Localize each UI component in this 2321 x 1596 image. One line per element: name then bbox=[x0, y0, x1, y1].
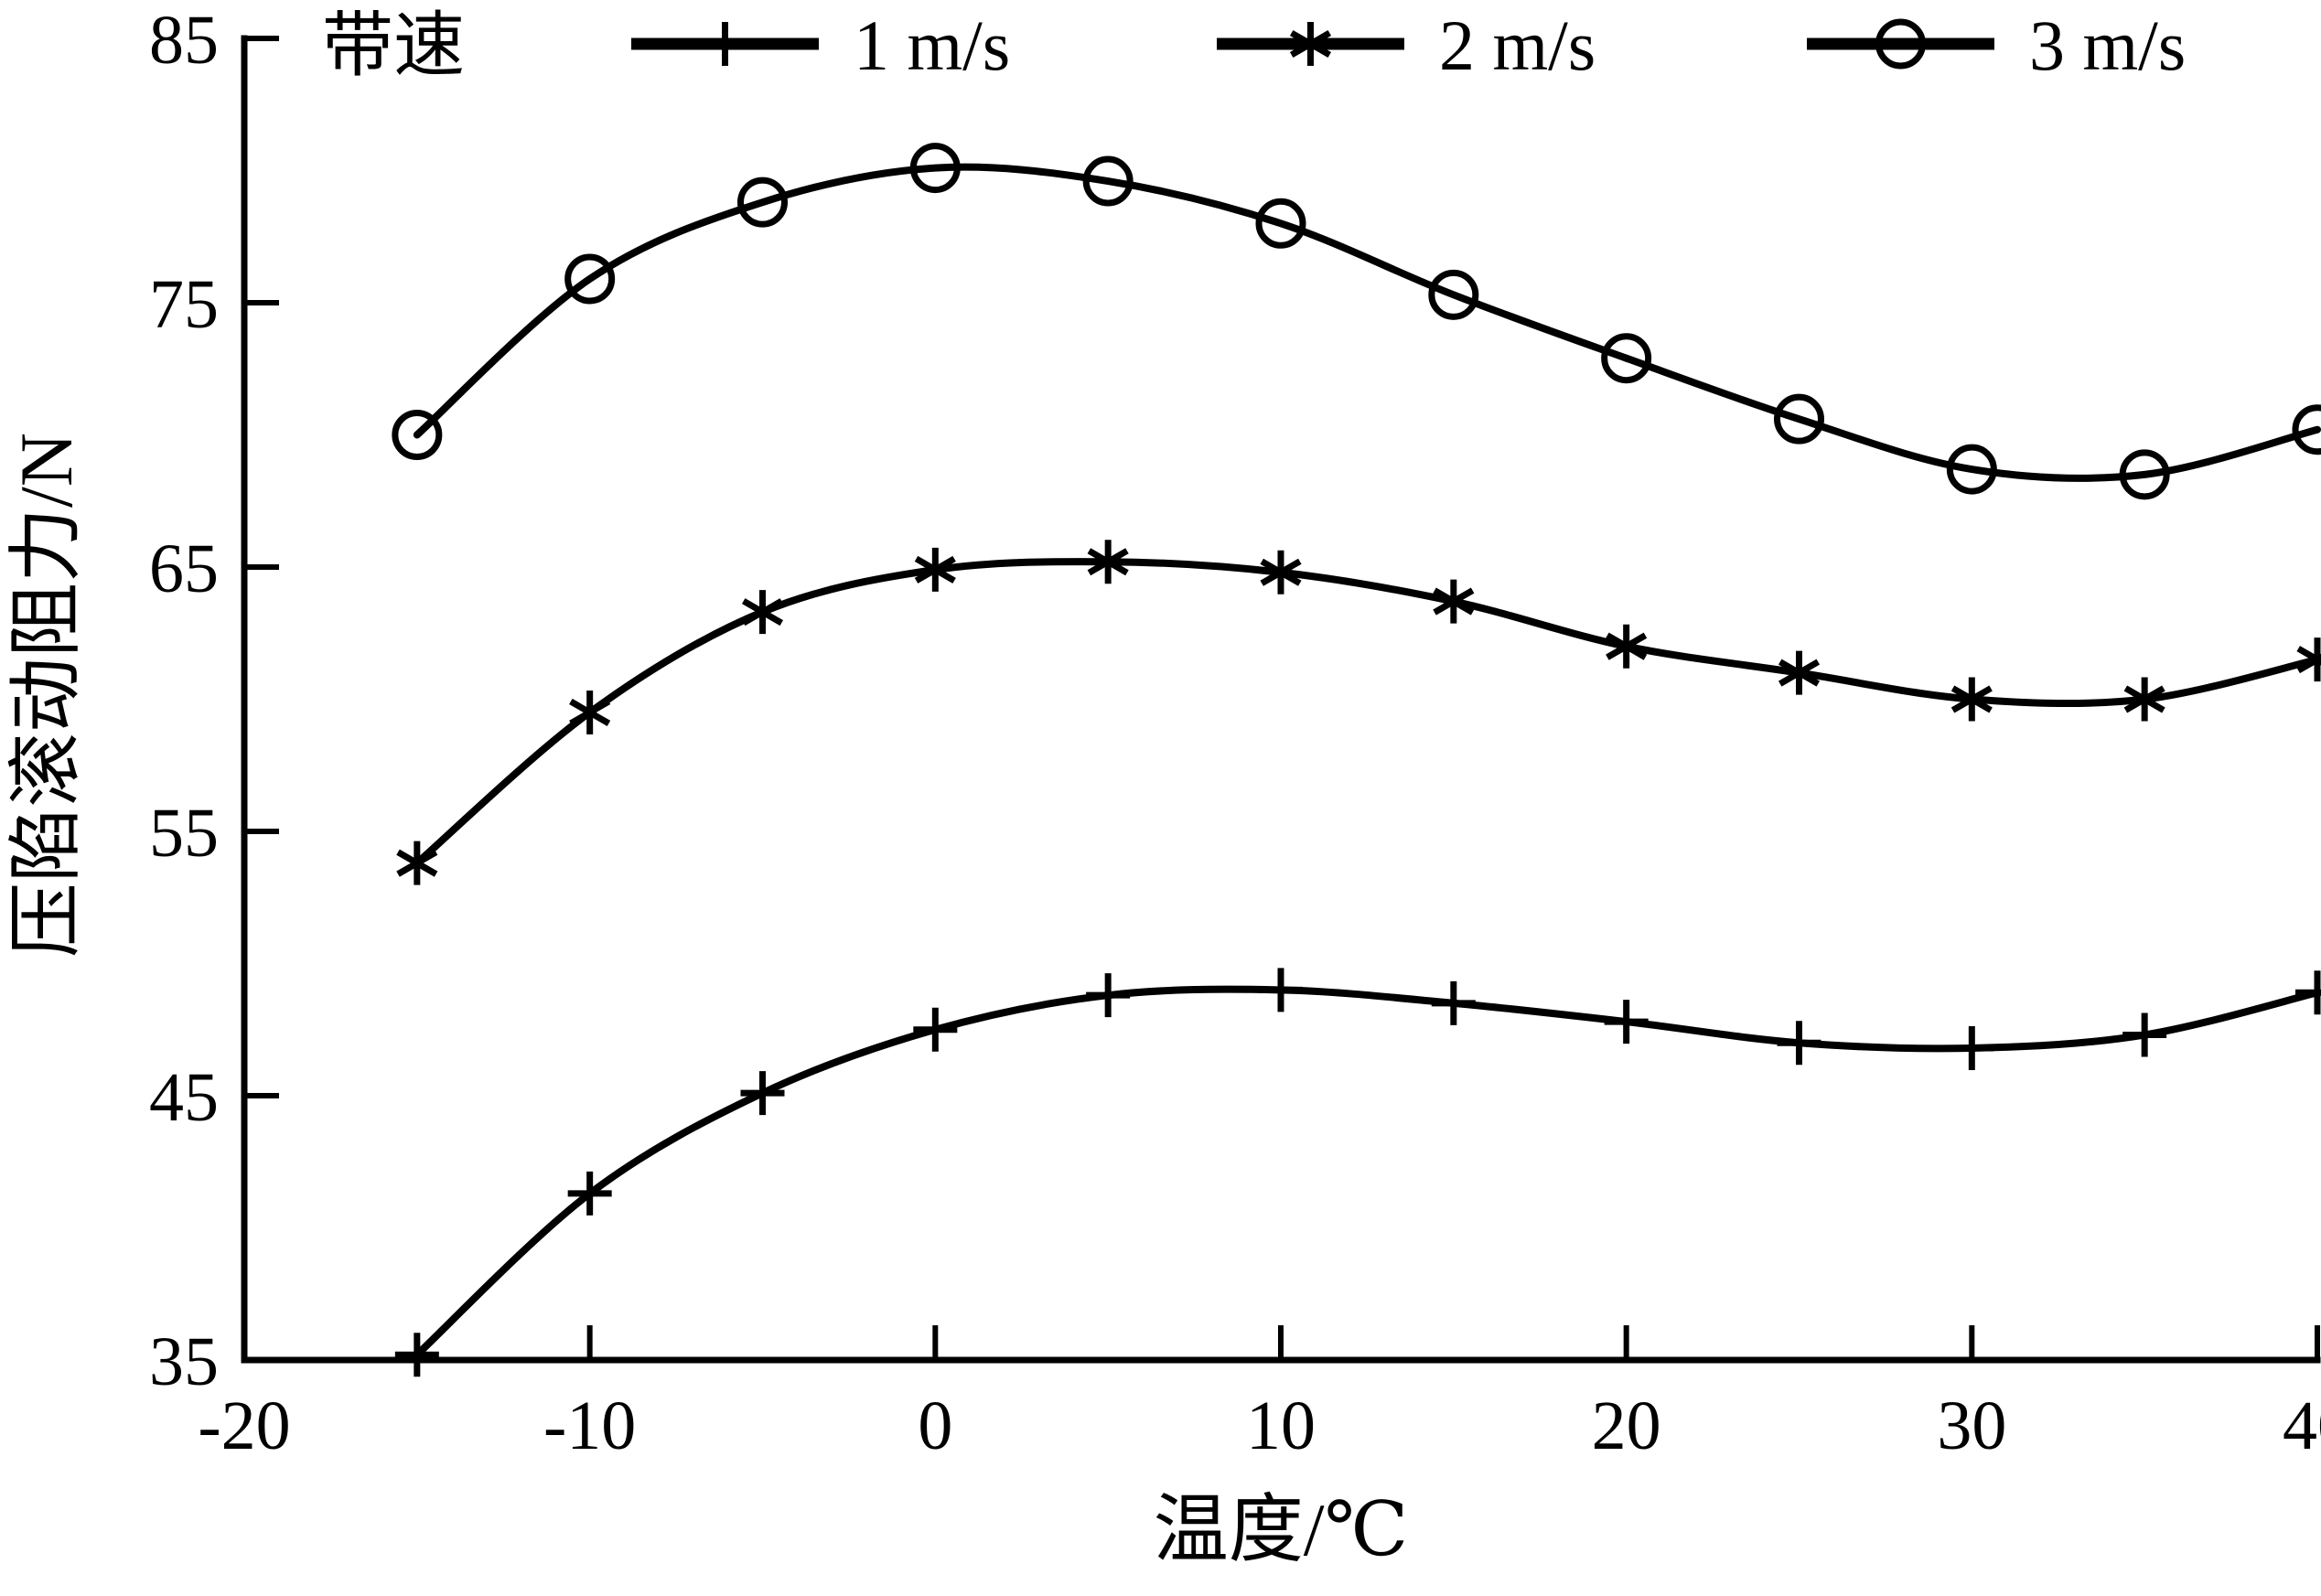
series-line-3 bbox=[413, 163, 2321, 482]
data-point-1-4 bbox=[1086, 973, 1131, 1018]
y-tick-label-45: 45 bbox=[149, 1059, 219, 1136]
x-tick-label--10: -10 bbox=[543, 1387, 636, 1464]
data-point-1-8 bbox=[1777, 1021, 1821, 1066]
data-point-1-1 bbox=[567, 1171, 612, 1216]
data-point-2-10 bbox=[2123, 677, 2165, 722]
data-point-1-5 bbox=[1259, 968, 1303, 1012]
data-point-2-6 bbox=[1433, 579, 1475, 624]
data-point-2-0 bbox=[396, 841, 438, 885]
x-tick-label-30: 30 bbox=[1937, 1387, 2006, 1464]
data-point-2-2 bbox=[741, 590, 784, 635]
circle-marker-icon bbox=[1875, 18, 1926, 70]
y-tick-label-35: 35 bbox=[149, 1323, 219, 1400]
legend-entry-2: 2 m/s bbox=[1217, 5, 1596, 85]
x-axis-ticks bbox=[586, 1325, 2320, 1360]
y-tick-label-65: 65 bbox=[149, 530, 219, 607]
x-axis-tick-labels: -20 -10 0 10 20 30 40 bbox=[198, 1387, 2321, 1464]
data-point-1-10 bbox=[2122, 1012, 2167, 1057]
y-tick-label-85: 85 bbox=[149, 2, 219, 79]
plus-marker-icon bbox=[703, 22, 747, 66]
data-point-3-0 bbox=[392, 410, 443, 460]
y-axis-title: 压陷滚动阻力/N bbox=[5, 433, 88, 958]
series-1-m-s bbox=[394, 968, 2321, 1377]
y-tick-label-75: 75 bbox=[149, 266, 219, 343]
y-axis-tick-labels: 35 45 55 65 75 85 bbox=[149, 2, 219, 1400]
data-point-1-11 bbox=[2295, 970, 2321, 1015]
series-line-2 bbox=[413, 558, 2321, 867]
y-tick-label-55: 55 bbox=[149, 795, 219, 872]
x-axis-title: 温度/℃ bbox=[1154, 1488, 1409, 1571]
data-point-2-3 bbox=[914, 547, 956, 592]
x-tick-label-10: 10 bbox=[1246, 1387, 1316, 1464]
data-point-2-8 bbox=[1778, 650, 1821, 695]
data-point-3-1 bbox=[564, 253, 616, 305]
legend-entry-3: 3 m/s bbox=[1807, 5, 2186, 85]
data-point-2-4 bbox=[1087, 540, 1129, 584]
legend-title: 带速 bbox=[322, 5, 465, 85]
data-point-3-8 bbox=[1774, 393, 1824, 445]
data-point-2-5 bbox=[1260, 550, 1302, 594]
series-line-1 bbox=[413, 985, 2321, 1359]
legend-label-2: 2 m/s bbox=[1439, 5, 1596, 85]
data-series-group bbox=[392, 143, 2321, 1377]
chart-legend: 带速 1 m/s 2 m/s 3 m/s bbox=[322, 5, 2186, 85]
data-point-1-9 bbox=[1950, 1025, 1994, 1070]
data-point-2-7 bbox=[1606, 624, 1648, 669]
data-point-1-7 bbox=[1604, 1000, 1649, 1044]
data-point-1-2 bbox=[740, 1071, 785, 1116]
data-point-3-10 bbox=[2119, 449, 2170, 500]
data-point-2-9 bbox=[1950, 677, 1993, 722]
data-point-1-6 bbox=[1431, 980, 1476, 1025]
x-tick-label-20: 20 bbox=[1592, 1387, 1661, 1464]
y-axis-ticks bbox=[244, 36, 279, 1098]
series-2-m-s bbox=[396, 540, 2321, 885]
data-point-3-4 bbox=[1082, 155, 1134, 207]
legend-label-1: 1 m/s bbox=[854, 5, 1010, 85]
data-point-1-0 bbox=[394, 1333, 439, 1377]
x-tick-label--20: -20 bbox=[198, 1387, 290, 1464]
asterisk-marker-icon bbox=[1289, 22, 1332, 66]
legend-label-3: 3 m/s bbox=[2029, 5, 2186, 85]
legend-entry-1: 1 m/s bbox=[631, 5, 1010, 85]
data-point-3-7 bbox=[1601, 333, 1652, 384]
data-point-3-2 bbox=[737, 177, 788, 228]
data-point-3-11 bbox=[2292, 404, 2321, 455]
x-tick-label-0: 0 bbox=[918, 1387, 952, 1464]
data-point-2-1 bbox=[569, 690, 611, 734]
data-point-1-3 bbox=[913, 1007, 958, 1052]
data-point-3-5 bbox=[1255, 198, 1306, 249]
x-tick-label-40: 40 bbox=[2283, 1387, 2321, 1464]
data-point-2-11 bbox=[2296, 637, 2321, 682]
data-point-3-9 bbox=[1946, 444, 1997, 495]
series-3-m-s bbox=[392, 143, 2321, 500]
data-point-3-3 bbox=[909, 143, 961, 194]
data-point-3-6 bbox=[1428, 269, 1479, 320]
